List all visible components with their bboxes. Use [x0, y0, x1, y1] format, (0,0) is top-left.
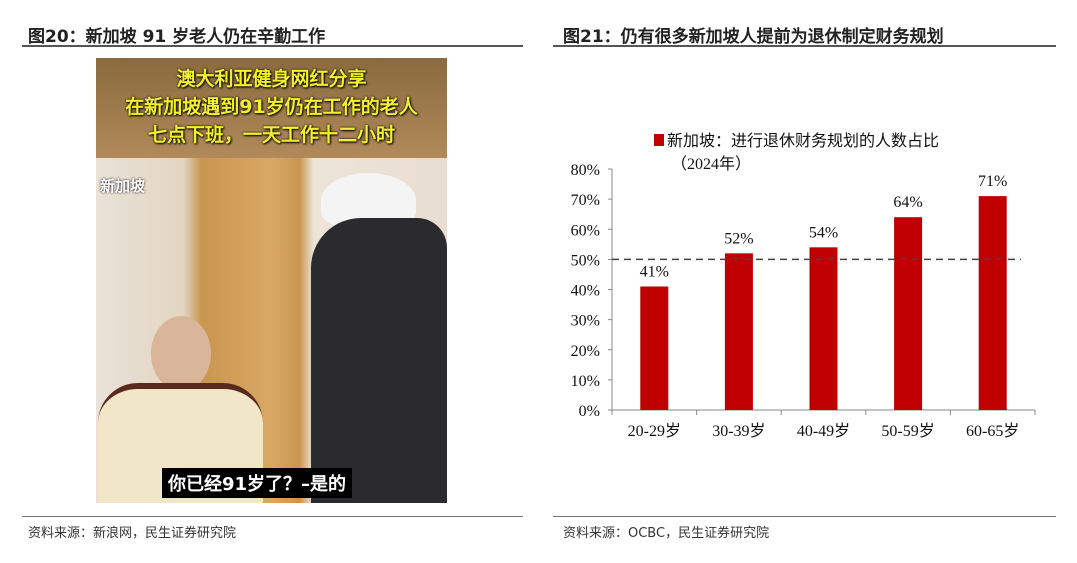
- data-label: 54%: [809, 224, 838, 241]
- y-tick-label: 10%: [571, 373, 600, 390]
- x-tick-label: 20-29岁: [628, 422, 681, 440]
- bar: [978, 196, 1007, 410]
- bar: [809, 247, 838, 410]
- x-tick-label: 40-49岁: [797, 422, 850, 440]
- figure-21-source: 资料来源：OCBC，民生证券研究院: [563, 526, 770, 541]
- y-tick-label: 20%: [571, 343, 600, 360]
- photo-subtitle: 你已经91岁了？–是的: [162, 468, 353, 498]
- figure-21-title: 图21：仍有很多新加坡人提前为退休制定财务规划: [563, 27, 944, 47]
- y-tick-label: 80%: [571, 162, 600, 179]
- data-label: 41%: [640, 263, 669, 280]
- legend-label: 新加坡：进行退休财务规划的人数占比: [667, 132, 939, 150]
- photo-caption-3: 七点下班，一天工作十二小时: [147, 124, 395, 146]
- bar: [894, 217, 923, 410]
- photo-old-man-head: [151, 316, 211, 391]
- photo-caption-1: 澳大利亚健身网红分享: [176, 68, 367, 90]
- data-label: 71%: [978, 173, 1007, 190]
- divider: [553, 516, 1056, 517]
- divider: [22, 516, 523, 517]
- bar: [640, 286, 669, 410]
- x-tick-label: 50-59岁: [881, 422, 934, 440]
- y-tick-label: 60%: [571, 222, 600, 239]
- x-tick-label: 30-39岁: [712, 422, 765, 440]
- y-tick-label: 30%: [571, 313, 600, 330]
- divider: [553, 45, 1056, 47]
- legend-swatch: [654, 134, 664, 146]
- x-tick-label: 60-65岁: [966, 422, 1019, 440]
- figure-20-title: 图20：新加坡 91 岁老人仍在辛勤工作: [28, 27, 326, 47]
- photo-location-tag: 新加坡: [100, 177, 146, 195]
- y-tick-label: 50%: [571, 252, 600, 269]
- y-tick-label: 40%: [571, 283, 600, 300]
- legend-label-year: （2024年）: [671, 155, 751, 173]
- figure-20-source: 资料来源：新浪网，民生证券研究院: [28, 526, 237, 541]
- photo-caption-2: 在新加坡遇到91岁仍在工作的老人: [125, 96, 418, 118]
- divider: [22, 45, 523, 47]
- photo-top-banner: [96, 58, 447, 158]
- bar-chart: 新加坡：进行退休财务规划的人数占比 （2024年） 0% 10% 20% 30% 40%…: [571, 132, 1036, 440]
- y-tick-label: 70%: [571, 192, 600, 209]
- bar: [724, 253, 753, 410]
- photo-man-body: [311, 218, 447, 503]
- y-tick-label: 0%: [579, 403, 600, 420]
- data-label: 64%: [893, 194, 922, 211]
- data-label: 52%: [724, 230, 753, 247]
- photo-elderly-worker: 澳大利亚健身网红分享 在新加坡遇到91岁仍在工作的老人 七点下班，一天工作十二小…: [96, 58, 447, 503]
